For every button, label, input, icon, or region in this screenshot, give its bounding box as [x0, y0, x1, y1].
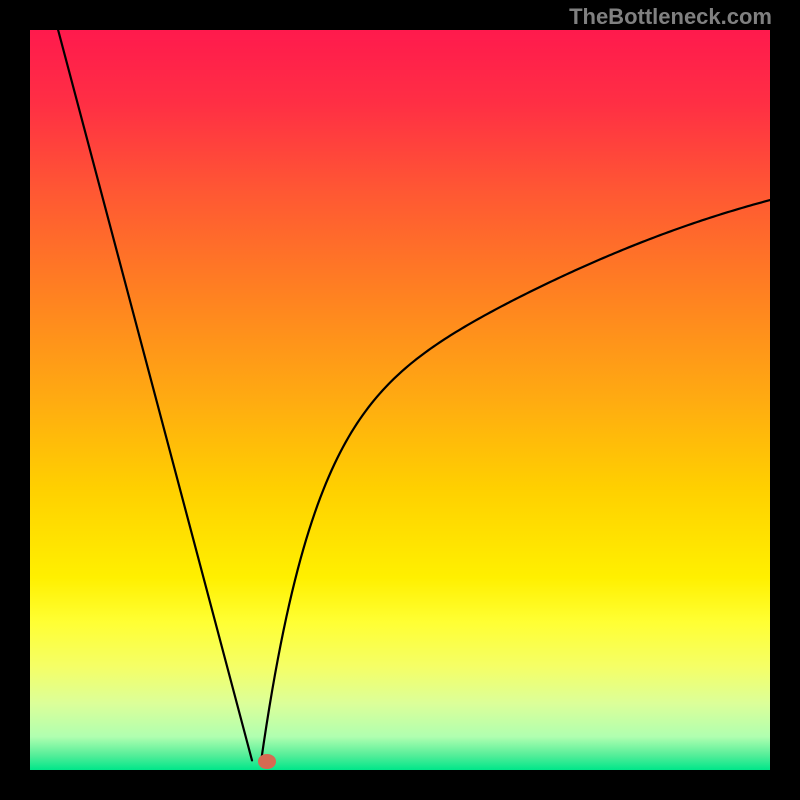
watermark-text: TheBottleneck.com — [569, 4, 772, 30]
chart-container: TheBottleneck.com — [0, 0, 800, 800]
bottleneck-curve — [58, 30, 770, 763]
minimum-dot — [258, 754, 276, 769]
curve-overlay — [0, 0, 800, 800]
